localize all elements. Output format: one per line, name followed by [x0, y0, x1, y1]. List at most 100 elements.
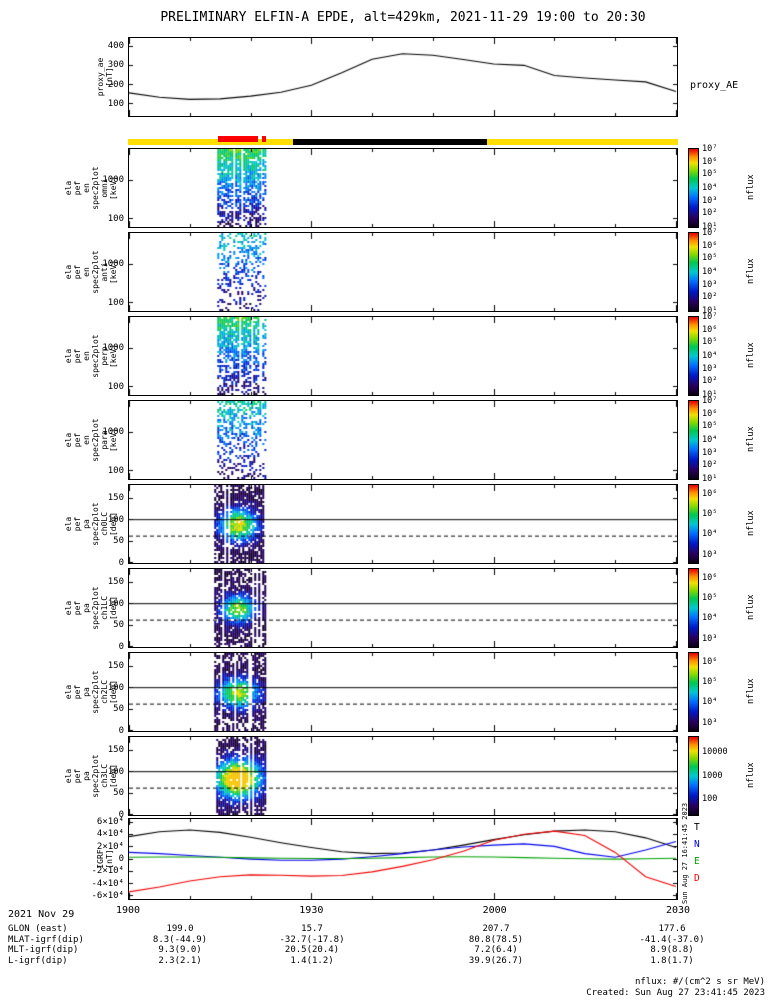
y-tick-label: 100 — [107, 298, 124, 309]
table-row-label: MLT-igrf(dip) — [8, 945, 79, 955]
spectrogram-canvas-para — [129, 401, 677, 479]
epoch-bar-segment — [261, 136, 267, 142]
table-cell: -32.7(-17.8) — [279, 934, 345, 945]
y-tick-label: 100 — [107, 598, 124, 609]
panel-proxy-ae — [128, 37, 678, 117]
table-cell: 9.3(9.0) — [158, 945, 202, 955]
colorbar-tick-label: 10⁷ — [702, 143, 718, 154]
y-tick-label: 100 — [107, 214, 124, 225]
y-tick-label: 100 — [107, 466, 124, 477]
colorbar-tick-label: 10⁵ — [702, 677, 718, 688]
colorbar-tick-label: 10⁵ — [702, 421, 718, 432]
y-tick-label: 100 — [107, 682, 124, 693]
colorbar-title: nflux — [746, 426, 756, 452]
colorbar-tick-label: 10⁴ — [702, 434, 718, 445]
colorbar-title: nflux — [746, 762, 756, 788]
y-tick-label: 200 — [107, 79, 124, 90]
colorbar-tick-label: 10⁶ — [702, 408, 718, 419]
y-tick-label: 0 — [118, 726, 124, 736]
y-tick-label: 0 — [118, 854, 124, 864]
proxy-ae-canvas — [129, 38, 677, 116]
table-cell: 8.3(-44.9) — [152, 934, 208, 945]
colorbar-title: nflux — [746, 594, 756, 620]
y-tick-label: 0 — [118, 558, 124, 568]
table-cell: 177.6 — [658, 924, 686, 934]
y-tick-label: 100 — [107, 99, 124, 110]
panel-en-spec-perp — [128, 316, 678, 396]
spectrogram-canvas-omni — [129, 149, 677, 227]
table-cell: 20.5(20.4) — [284, 945, 340, 955]
table-row-label: GLON (east) — [8, 924, 68, 934]
colorbar-tick-label: 10³ — [702, 195, 718, 206]
colorbar-tick-label: 10³ — [702, 363, 718, 374]
x-tick-label: 1930 — [299, 905, 324, 916]
colorbar-tick-label: 10⁶ — [702, 324, 718, 335]
panel-igrf — [128, 818, 678, 900]
colorbar-tick-label: 10¹ — [702, 221, 718, 232]
y-tick-label: 100 — [107, 382, 124, 393]
table-cell: 15.7 — [301, 924, 323, 934]
colorbar-title: nflux — [746, 342, 756, 368]
spectrogram-canvas-ch1lc — [129, 569, 677, 647]
x-tick-label: 2030 — [665, 905, 691, 916]
y-tick-label: 50 — [113, 620, 124, 631]
date-label: 2021 Nov 29 — [8, 909, 75, 920]
colorbar-anti — [688, 232, 699, 312]
y-tick-label: 50 — [113, 704, 124, 715]
colorbar-tick-label: 10⁵ — [702, 169, 718, 180]
epoch-bar — [128, 136, 678, 145]
y-tick-label: 1000 — [102, 343, 124, 354]
colorbar-tick-label: 10² — [702, 376, 718, 387]
panel-pa-spec-ch0lc — [128, 484, 678, 564]
panel-en-spec-omni — [128, 148, 678, 228]
colorbar-tick-label: 10⁴ — [702, 613, 718, 624]
colorbar-para — [688, 400, 699, 480]
table-cell: 207.7 — [482, 924, 510, 934]
colorbar-title: nflux — [746, 258, 756, 284]
y-tick-label: 50 — [113, 788, 124, 799]
colorbar-tick-label: 10¹ — [702, 305, 718, 316]
x-tick-label: 2000 — [482, 905, 507, 916]
colorbar-tick-label: 10³ — [702, 633, 718, 644]
y-tick-label: 2×10⁴ — [96, 841, 124, 852]
table-cell: 7.2(6.4) — [474, 945, 518, 955]
spectrogram-canvas-ch0lc — [129, 485, 677, 563]
colorbar-tick-label: 10⁵ — [702, 337, 718, 348]
colorbar-tick-label: 10000 — [702, 747, 728, 758]
y-tick-label: 6×10⁴ — [96, 817, 124, 828]
y-tick-label: 150 — [107, 661, 124, 671]
colorbar-tick-label: 10⁶ — [702, 488, 718, 499]
y-tick-label: 0 — [118, 642, 124, 652]
colorbar-tick-label: 10⁷ — [702, 311, 718, 322]
table-cell: -41.4(-37.0) — [639, 934, 705, 945]
colorbar-ch3lc — [688, 736, 699, 816]
colorbar-tick-label: 10² — [702, 460, 718, 471]
colorbar-tick-label: 10¹ — [702, 473, 718, 484]
colorbar-tick-label: 10³ — [702, 549, 718, 560]
table-cell: 1.8(1.7) — [650, 955, 694, 966]
colorbar-tick-label: 10⁵ — [702, 253, 718, 264]
y-tick-label: 150 — [107, 493, 124, 503]
y-tick-label: 150 — [107, 577, 124, 587]
y-tick-label: 0 — [118, 810, 124, 820]
x-tick-label: 1900 — [115, 905, 141, 916]
igrf-legend-t: T — [694, 822, 700, 833]
table-cell: 80.8(78.5) — [468, 934, 524, 945]
side-timestamp: Sun Aug 27 16:41:45 2023 — [681, 802, 689, 904]
table-cell: 39.9(26.7) — [468, 955, 524, 966]
panel-pa-spec-ch2lc — [128, 652, 678, 732]
y-tick-label: 1000 — [102, 259, 124, 270]
colorbar-tick-label: 10³ — [702, 279, 718, 290]
spectrogram-canvas-ch2lc — [129, 653, 677, 731]
created-timestamp: Created: Sun Aug 27 23:41:45 2023 — [586, 988, 765, 998]
y-tick-label: 150 — [107, 745, 124, 755]
figure-title: PRELIMINARY ELFIN-A EPDE, alt=429km, 202… — [160, 10, 646, 25]
colorbar-tick-label: 10⁶ — [702, 572, 718, 583]
colorbar-ch0lc — [688, 484, 699, 564]
colorbar-tick-label: 10⁶ — [702, 156, 718, 167]
proxy-ae-right-label: proxy_AE — [690, 80, 739, 91]
colorbar-ch1lc — [688, 568, 699, 648]
table-cell: 1.4(1.2) — [290, 955, 334, 966]
spectrogram-canvas-anti — [129, 233, 677, 311]
colorbar-tick-label: 10⁶ — [702, 656, 718, 667]
